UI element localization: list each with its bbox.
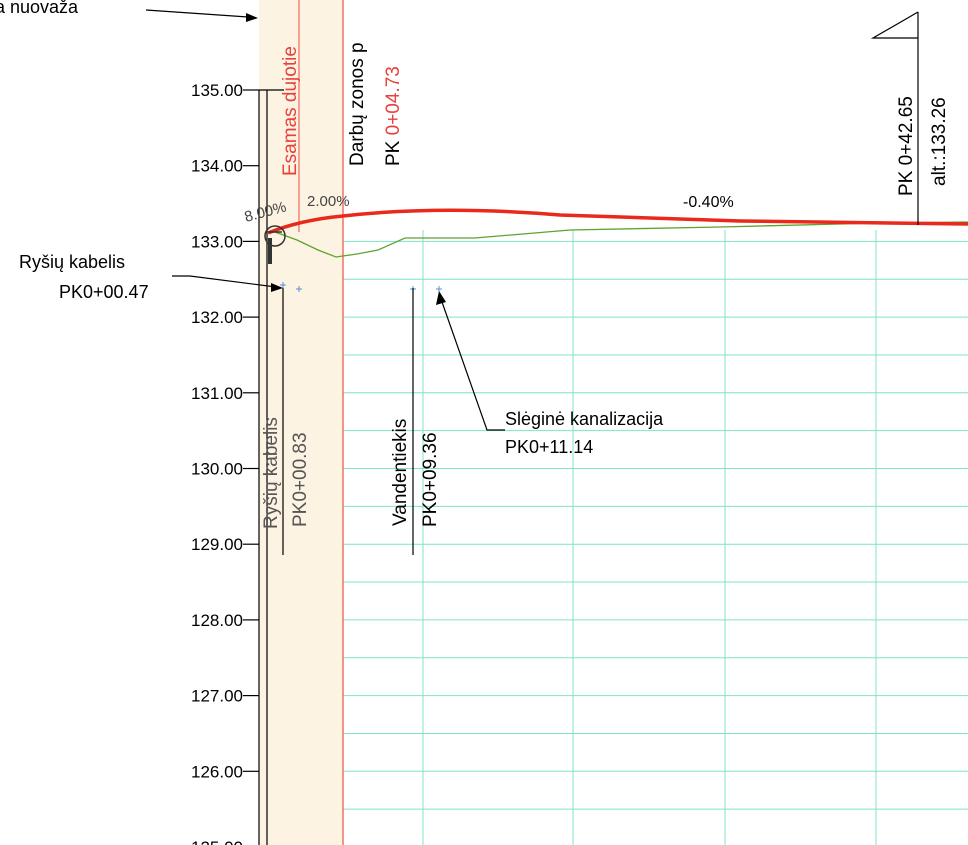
elevation-label: 128.00 [191,611,243,630]
sewer-pk-label: PK0+11.14 [505,437,593,457]
work-zone-label: Darbų zonos p [347,42,368,166]
cable1-pk-label: PK0+00.47 [59,282,149,302]
work-zone-pk-prefix: PK [383,135,404,166]
work-zone-pk-label: PK 0+04.73 [383,66,404,166]
elevation-label: 131.00 [191,384,243,403]
elevation-label: 135.00 [191,81,243,100]
cable1-name-label: Ryšių kabelis [19,252,125,272]
cable2-pk-label: PK0+00.83 [290,432,311,527]
elevation-labels: 135.00 134.00 133.00 132.00 131.00 130.00 129.… [191,81,259,845]
well-symbol [264,225,286,264]
elevation-label: 127.00 [191,687,243,706]
end-alt-label: alt.:133.26 [929,97,950,186]
elevation-label: 125.00 [191,838,243,845]
cable2-name-label: Ryšių kabelis [261,417,282,529]
work-zone-band [259,0,343,845]
design-profile-line [267,208,968,235]
elevation-label: 129.00 [191,535,243,554]
existing-ground-line [274,221,968,258]
elevation-label: 126.00 [191,762,243,781]
end-pk-label: PK 0+42.65 [896,96,917,196]
elevation-axis [258,89,284,845]
work-zone-pk-value: 0+04.73 [383,66,404,135]
elevation-label: 133.00 [191,232,243,251]
leader-lines [145,9,919,555]
driveway-label: a nuovaža [0,0,79,17]
elevation-label: 130.00 [191,460,243,479]
water-name-label: Vandentiekis [390,419,411,526]
slope-label-2: 2.00% [307,193,350,210]
elevation-label: 132.00 [191,308,243,327]
sewer-name-label: Slėginė kanalizacija [505,409,664,429]
grid [343,230,968,845]
existing-gas-label: Esamas dujotie [280,46,301,176]
water-pk-label: PK0+09.36 [420,432,441,527]
slope-label-3: -0.40% [683,194,734,211]
elevation-label: 134.00 [191,157,243,176]
